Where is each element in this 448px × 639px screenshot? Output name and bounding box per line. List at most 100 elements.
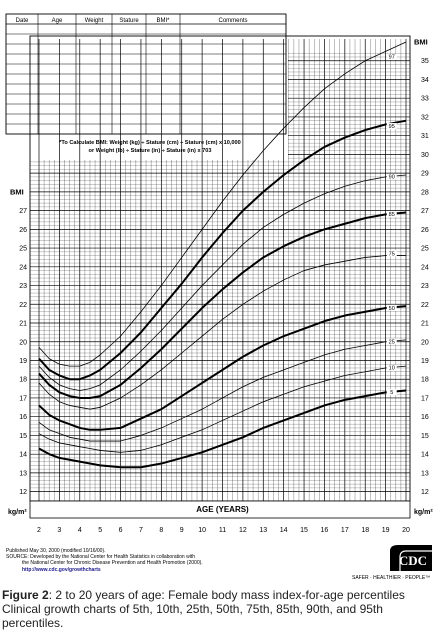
unit-label-left: kg/m² xyxy=(8,509,27,516)
y-axis-title-right: BMI xyxy=(414,38,428,47)
y-tick-label-left: 13 xyxy=(19,470,27,477)
y-tick-label-right: 18 xyxy=(421,377,429,384)
x-tick-label: 5 xyxy=(98,527,102,534)
y-tick-bg xyxy=(12,244,28,253)
x-tick-label: 4 xyxy=(78,527,82,534)
y-tick-label-left: 22 xyxy=(19,302,27,309)
y-tick-label-right: 17 xyxy=(421,395,429,402)
y-tick-bg xyxy=(12,431,28,440)
percentile-label-bg xyxy=(386,389,397,396)
figure-caption: Figure 2: 2 to 20 years of age: Female b… xyxy=(2,588,446,630)
y-tick-bg xyxy=(12,262,28,271)
percentile-curve-25 xyxy=(38,339,407,442)
x-tick-label: 20 xyxy=(402,527,410,534)
y-tick-label-right: 27 xyxy=(421,208,429,215)
y-tick-label-right: 29 xyxy=(421,171,429,178)
x-tick-label: 15 xyxy=(300,527,308,534)
y-tick-label-left: 19 xyxy=(19,358,27,365)
caption-label: Figure 2 xyxy=(2,588,49,602)
unit-label-right: kg/m² xyxy=(414,509,433,516)
x-tick-label: 9 xyxy=(180,527,184,534)
y-tick-label-left: 14 xyxy=(19,452,27,459)
y-tick-label-left: 18 xyxy=(19,377,27,384)
percentile-curve-85 xyxy=(38,211,407,399)
x-tick-label: 14 xyxy=(280,527,288,534)
y-tick-label-right: 23 xyxy=(421,283,429,290)
percentile-label-90: 90 xyxy=(389,175,395,181)
column-header: BMI* xyxy=(156,18,170,24)
x-tick-label: 8 xyxy=(159,527,163,534)
percentile-label-75: 75 xyxy=(389,251,395,257)
y-tick-bg xyxy=(12,468,28,477)
y-tick-label-left: 21 xyxy=(19,321,27,328)
x-tick-label: 13 xyxy=(259,527,267,534)
column-header: Comments xyxy=(218,18,247,24)
x-tick-label: 16 xyxy=(321,527,329,534)
y-tick-label-right: 26 xyxy=(421,227,429,234)
y-tick-label-right: 35 xyxy=(421,58,429,65)
y-tick-label-left: 27 xyxy=(19,208,27,215)
y-tick-label-right: 24 xyxy=(421,264,429,271)
y-tick-label-right: 28 xyxy=(421,189,429,196)
percentile-curve-95 xyxy=(38,119,407,381)
y-tick-label-right: 16 xyxy=(421,414,429,421)
column-header: Weight xyxy=(85,18,104,24)
percentile-curve-50 xyxy=(38,305,407,431)
y-tick-bg xyxy=(12,393,28,402)
x-tick-label: 17 xyxy=(341,527,349,534)
percentile-curve-5 xyxy=(38,389,407,469)
y-tick-label-right: 30 xyxy=(421,152,429,159)
x-tick-label: 10 xyxy=(198,527,206,534)
cdc-logo: CDC xyxy=(390,545,432,571)
y-tick-bg xyxy=(12,356,28,365)
x-tick-label: 19 xyxy=(382,527,390,534)
y-tick-bg xyxy=(12,225,28,234)
percentile-curve-90 xyxy=(38,174,407,391)
y-tick-bg xyxy=(12,337,28,346)
y-tick-label-right: 22 xyxy=(421,302,429,309)
percentile-label-bg xyxy=(386,364,397,371)
percentile-curve-75 xyxy=(38,255,406,410)
percentile-label-bg xyxy=(386,211,397,218)
percentile-label-bg xyxy=(386,53,397,60)
y-tick-bg xyxy=(12,281,28,290)
y-tick-label-right: 13 xyxy=(421,470,429,477)
percentile-curve-97 xyxy=(38,41,407,367)
x-tick-label: 6 xyxy=(119,527,123,534)
percentile-curve-10 xyxy=(38,365,407,453)
cdc-tagline: SAFER · HEALTHIER · PEOPLE™ xyxy=(352,575,431,581)
y-tick-label-left: 23 xyxy=(19,283,27,290)
percentile-curves: 97 95 90 85 75 50 25 10 5 xyxy=(38,41,407,469)
y-tick-label-right: 25 xyxy=(421,246,429,253)
y-tick-bg xyxy=(12,375,28,384)
x-tick-label: 18 xyxy=(361,527,369,534)
percentile-label-bg xyxy=(386,338,397,345)
percentile-label-bg xyxy=(386,123,397,130)
formula-box xyxy=(20,136,288,158)
cdc-logo-text: CDC xyxy=(399,553,427,568)
y-tick-label-right: 34 xyxy=(421,77,429,84)
column-header: Stature xyxy=(119,18,139,24)
y-tick-label-left: 15 xyxy=(19,433,27,440)
source-line-3: the National Center for Chronic Disease … xyxy=(22,560,203,566)
column-header: Age xyxy=(52,18,63,24)
x-tick-label: 2 xyxy=(37,527,41,534)
y-tick-label-left: 12 xyxy=(19,489,27,496)
x-tick-label: 3 xyxy=(57,527,61,534)
y-tick-label-right: 14 xyxy=(421,452,429,459)
x-axis-title: AGE (YEARS) xyxy=(196,505,249,514)
record-table: Date Age Weight Stature BMI* Comments xyxy=(5,13,287,135)
percentile-label-10: 10 xyxy=(389,366,395,372)
source-url[interactable]: http://www.cdc.gov/growthcharts xyxy=(22,567,101,573)
percentile-label-5: 5 xyxy=(390,390,393,396)
y-tick-label-left: 26 xyxy=(19,227,27,234)
formula-line-2: or Weight (lb) ÷ Stature (in) ÷ Stature … xyxy=(89,148,212,154)
y-tick-bg xyxy=(12,206,28,215)
axis-labels: 1213141516171819202122232425262712131415… xyxy=(8,38,433,535)
column-header: Date xyxy=(16,18,29,24)
source-line-2: SOURCE: Developed by the National Center… xyxy=(6,554,195,560)
percentile-label-95: 95 xyxy=(389,124,395,130)
x-tick-label: 7 xyxy=(139,527,143,534)
